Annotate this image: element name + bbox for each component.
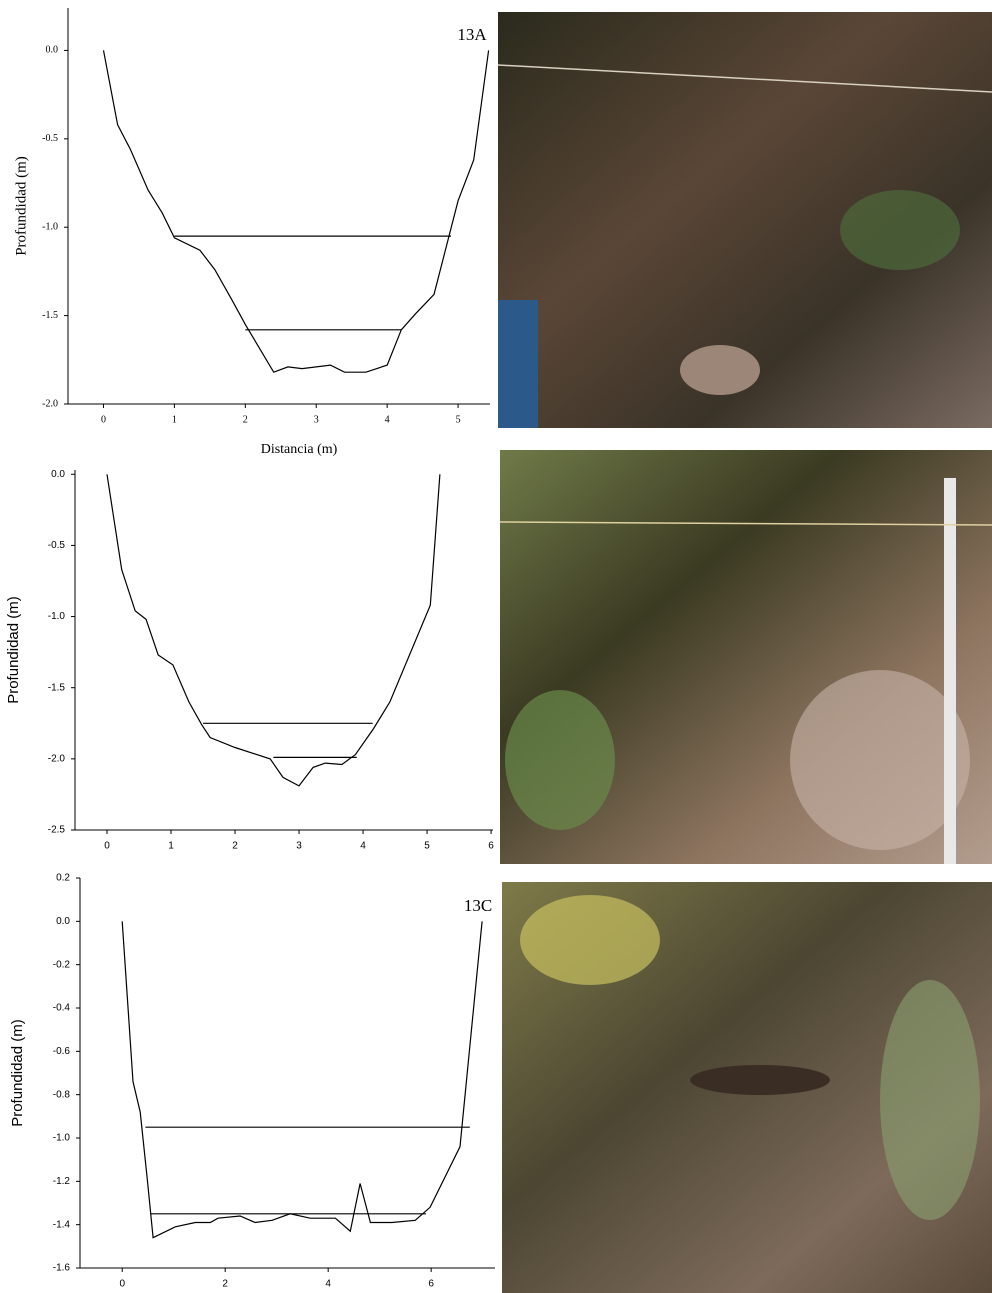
x-tick-label: 2 [243, 414, 248, 425]
y-tick-label: -1.2 [53, 1176, 71, 1187]
x-tick-label: 2 [222, 1279, 228, 1290]
panel-label: 13C [464, 896, 492, 915]
x-tick-label: 0 [101, 414, 106, 425]
y-tick-label: -0.8 [53, 1089, 71, 1100]
y-axis-label: Profundidad (m) [13, 156, 29, 256]
profile-line [106, 474, 441, 787]
y-tick-label: -2.0 [42, 398, 58, 409]
photo-13c [502, 882, 992, 1293]
y-tick-label: -1.0 [48, 611, 66, 622]
y-axis-label: Profundidad (m) [5, 596, 22, 704]
y-tick-label: -1.5 [42, 310, 58, 321]
x-tick-label: 3 [296, 841, 302, 852]
x-tick-label: 4 [325, 1279, 331, 1290]
y-tick-label: 0.0 [56, 916, 70, 927]
y-tick-label: 0.2 [56, 873, 70, 884]
x-tick-label: 6 [488, 841, 494, 852]
y-tick-label: 0.0 [46, 45, 59, 56]
profile-line [121, 921, 483, 1239]
y-tick-label: -1.4 [53, 1219, 71, 1230]
chart: 0.0 -0.5 -1.0 -1.5 -2.0 -2.5 0 1 2 3 4 5 6 Profundida… [5, 469, 494, 852]
x-tick-label: 4 [360, 841, 366, 852]
x-tick-label: 4 [385, 414, 390, 425]
x-tick-label: 6 [428, 1279, 434, 1290]
y-tick-label: -1.5 [48, 682, 66, 693]
x-tick-label: 5 [456, 414, 461, 425]
y-tick-label: 0.0 [51, 469, 65, 480]
x-tick-label: 2 [232, 841, 238, 852]
x-tick-label: 1 [168, 841, 174, 852]
y-tick-label: -0.5 [48, 540, 66, 551]
y-axis-label: Profundidad (m) [9, 1019, 26, 1127]
y-tick-label: -0.6 [53, 1046, 71, 1057]
y-tick-label: -1.0 [53, 1133, 71, 1144]
panel-label: 13A [457, 25, 487, 44]
profile-line [102, 50, 490, 373]
x-axis-label: Distancia (m) [261, 442, 338, 457]
x-tick-label: 5 [424, 841, 430, 852]
y-tick-label: -0.4 [53, 1003, 71, 1014]
y-tick-label: -0.5 [42, 133, 58, 144]
x-tick-label: 0 [119, 1279, 125, 1290]
y-tick-label: -2.5 [48, 825, 66, 836]
photo-13b [499, 450, 992, 864]
y-tick-label: -1.6 [53, 1263, 71, 1274]
photo-13a [497, 12, 992, 428]
x-tick-label: 1 [172, 414, 177, 425]
y-tick-label: -1.0 [42, 222, 58, 233]
y-tick-label: -2.0 [48, 753, 66, 764]
y-tick-label: -0.2 [53, 959, 71, 970]
x-tick-label: 3 [314, 414, 319, 425]
chart: 0.0 -0.5 -1.0 -1.5 -2.0 0 1 2 3 4 5 Profundidad (m)… [13, 8, 490, 457]
chart: 0.2 0.0 -0.2 -0.4 -0.6 -0.8 -1.0 -1.2 -1.4 -1.6 0 2… [9, 873, 495, 1290]
x-tick-label: 0 [104, 841, 110, 852]
